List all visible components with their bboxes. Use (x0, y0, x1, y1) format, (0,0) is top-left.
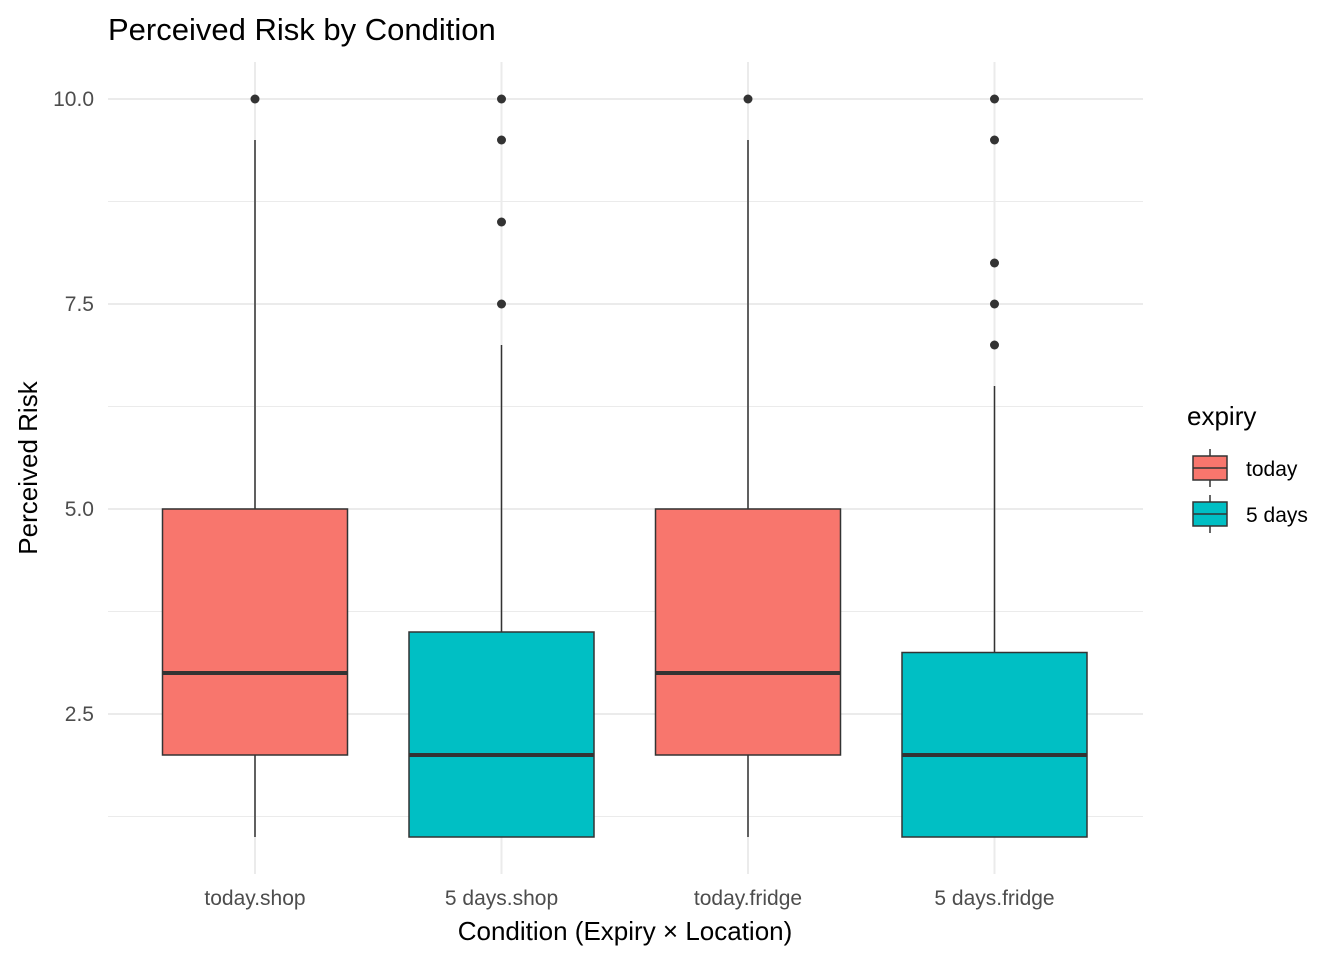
outlier-point (250, 94, 260, 104)
x-axis-title: Condition (Expiry × Location) (458, 916, 793, 946)
outlier-point (990, 94, 999, 104)
boxplot-series (161, 94, 1088, 838)
legend-entry-1: today (1192, 449, 1298, 487)
x-tick-label: today.fridge (694, 887, 802, 910)
legend-entries: today 5 days (1192, 449, 1308, 533)
box-1 (161, 94, 349, 837)
outlier-point (990, 340, 999, 350)
x-tick-label: 5 days.shop (445, 887, 558, 910)
box-body (654, 508, 842, 756)
x-tick-label: today.shop (204, 887, 305, 910)
legend-label: today (1246, 458, 1298, 481)
x-axis-ticks: today.shop 5 days.shop today.fridge 5 days.… (204, 887, 1054, 910)
y-tick-label: 5.0 (65, 498, 94, 521)
outlier-point (990, 135, 999, 145)
box-body (408, 631, 595, 838)
outlier-point (497, 135, 506, 145)
outlier-point (990, 299, 999, 309)
legend-title: expiry (1187, 401, 1256, 431)
outlier-point (743, 94, 753, 104)
y-tick-label: 10.0 (53, 88, 94, 111)
y-tick-label: 7.5 (65, 293, 94, 316)
y-axis-title: Perceived Risk (13, 380, 43, 554)
y-axis-ticks: 2.5 5.0 7.5 10.0 (53, 88, 94, 726)
x-tick-label: 5 days.fridge (934, 887, 1054, 910)
box-3 (654, 94, 842, 837)
y-tick-label: 2.5 (65, 703, 94, 726)
legend-label: 5 days (1246, 504, 1308, 527)
outlier-point (990, 258, 999, 268)
outlier-point (497, 299, 506, 309)
legend-entry-2: 5 days (1192, 495, 1308, 533)
box-body (161, 508, 349, 756)
box-body (901, 651, 1088, 838)
outlier-point (497, 94, 506, 104)
outlier-point (497, 217, 506, 227)
box-4 (901, 94, 1088, 838)
box-2 (408, 94, 595, 838)
legend: expiry today 5 days (1187, 401, 1308, 533)
chart-title: Perceived Risk by Condition (108, 12, 496, 47)
